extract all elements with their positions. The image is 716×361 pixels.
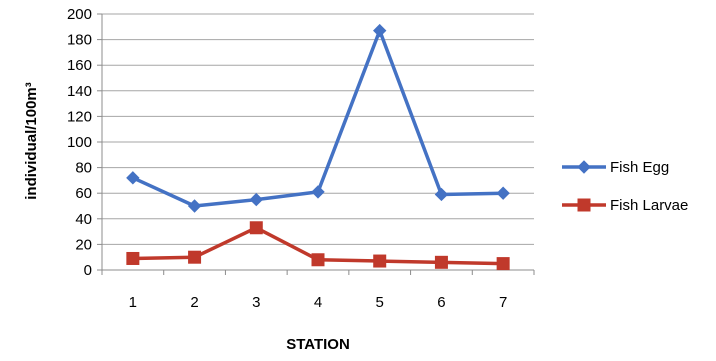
y-tick-label: 200 bbox=[67, 6, 92, 23]
fish-egg-line bbox=[131, 28, 505, 208]
y-tick-label: 60 bbox=[75, 185, 92, 202]
fish-egg-point bbox=[496, 186, 510, 200]
x-tick-label: 1 bbox=[129, 294, 137, 311]
legend-swatch-marker bbox=[577, 198, 591, 212]
y-tick-label: 80 bbox=[75, 160, 92, 177]
fish-egg-point bbox=[434, 187, 449, 202]
y-tick-label: 140 bbox=[67, 83, 92, 100]
fish-larvae-point bbox=[311, 253, 325, 267]
y-axis-title: individual/100m³ bbox=[23, 82, 40, 200]
fish-egg-series bbox=[126, 23, 510, 213]
fish-larvae-point bbox=[434, 255, 448, 269]
y-tick-label: 40 bbox=[75, 211, 92, 228]
legend-item-fish-egg: Fish Egg bbox=[562, 159, 669, 176]
x-tick-label: 5 bbox=[376, 294, 384, 311]
y-tick-label: 160 bbox=[67, 57, 92, 74]
legend-label: Fish Larvae bbox=[610, 197, 688, 214]
x-tick-labels: 1 2 3 4 5 6 7 bbox=[129, 294, 508, 311]
gridlines bbox=[102, 13, 534, 245]
fish-egg-point bbox=[373, 23, 387, 38]
legend-swatch-marker bbox=[577, 160, 591, 174]
series bbox=[126, 23, 510, 271]
x-tick-label: 3 bbox=[252, 294, 260, 311]
fish-larvae-point bbox=[496, 257, 510, 271]
axes bbox=[97, 13, 535, 275]
y-tick-label: 120 bbox=[67, 108, 92, 125]
y-tick-label: 180 bbox=[67, 32, 92, 49]
fish-larvae-point bbox=[126, 251, 140, 265]
legend: Fish Egg Fish Larvae bbox=[562, 159, 688, 214]
fish-larvae-series bbox=[126, 221, 510, 271]
x-axis-title: STATION bbox=[286, 336, 350, 353]
y-tick-label: 20 bbox=[75, 236, 92, 253]
y-tick-label: 100 bbox=[67, 134, 92, 151]
fish-egg-point bbox=[126, 171, 140, 185]
fish-larvae-point bbox=[249, 221, 263, 235]
x-tick-label: 7 bbox=[499, 294, 507, 311]
fish-larvae-point bbox=[373, 254, 387, 268]
y-tick-label: 0 bbox=[84, 262, 92, 279]
legend-item-fish-larvae: Fish Larvae bbox=[562, 197, 688, 214]
x-tick-label: 4 bbox=[314, 294, 322, 311]
fish-egg-point bbox=[249, 192, 263, 207]
x-tick-label: 6 bbox=[437, 294, 445, 311]
fish-egg-point bbox=[311, 185, 325, 199]
legend-label: Fish Egg bbox=[610, 159, 669, 176]
fish-larvae-point bbox=[188, 250, 202, 264]
y-tick-labels: 0 20 40 60 80 100 120 140 160 180 200 bbox=[67, 6, 92, 279]
x-tick-label: 2 bbox=[190, 294, 198, 311]
fish-egg-point bbox=[187, 199, 202, 213]
